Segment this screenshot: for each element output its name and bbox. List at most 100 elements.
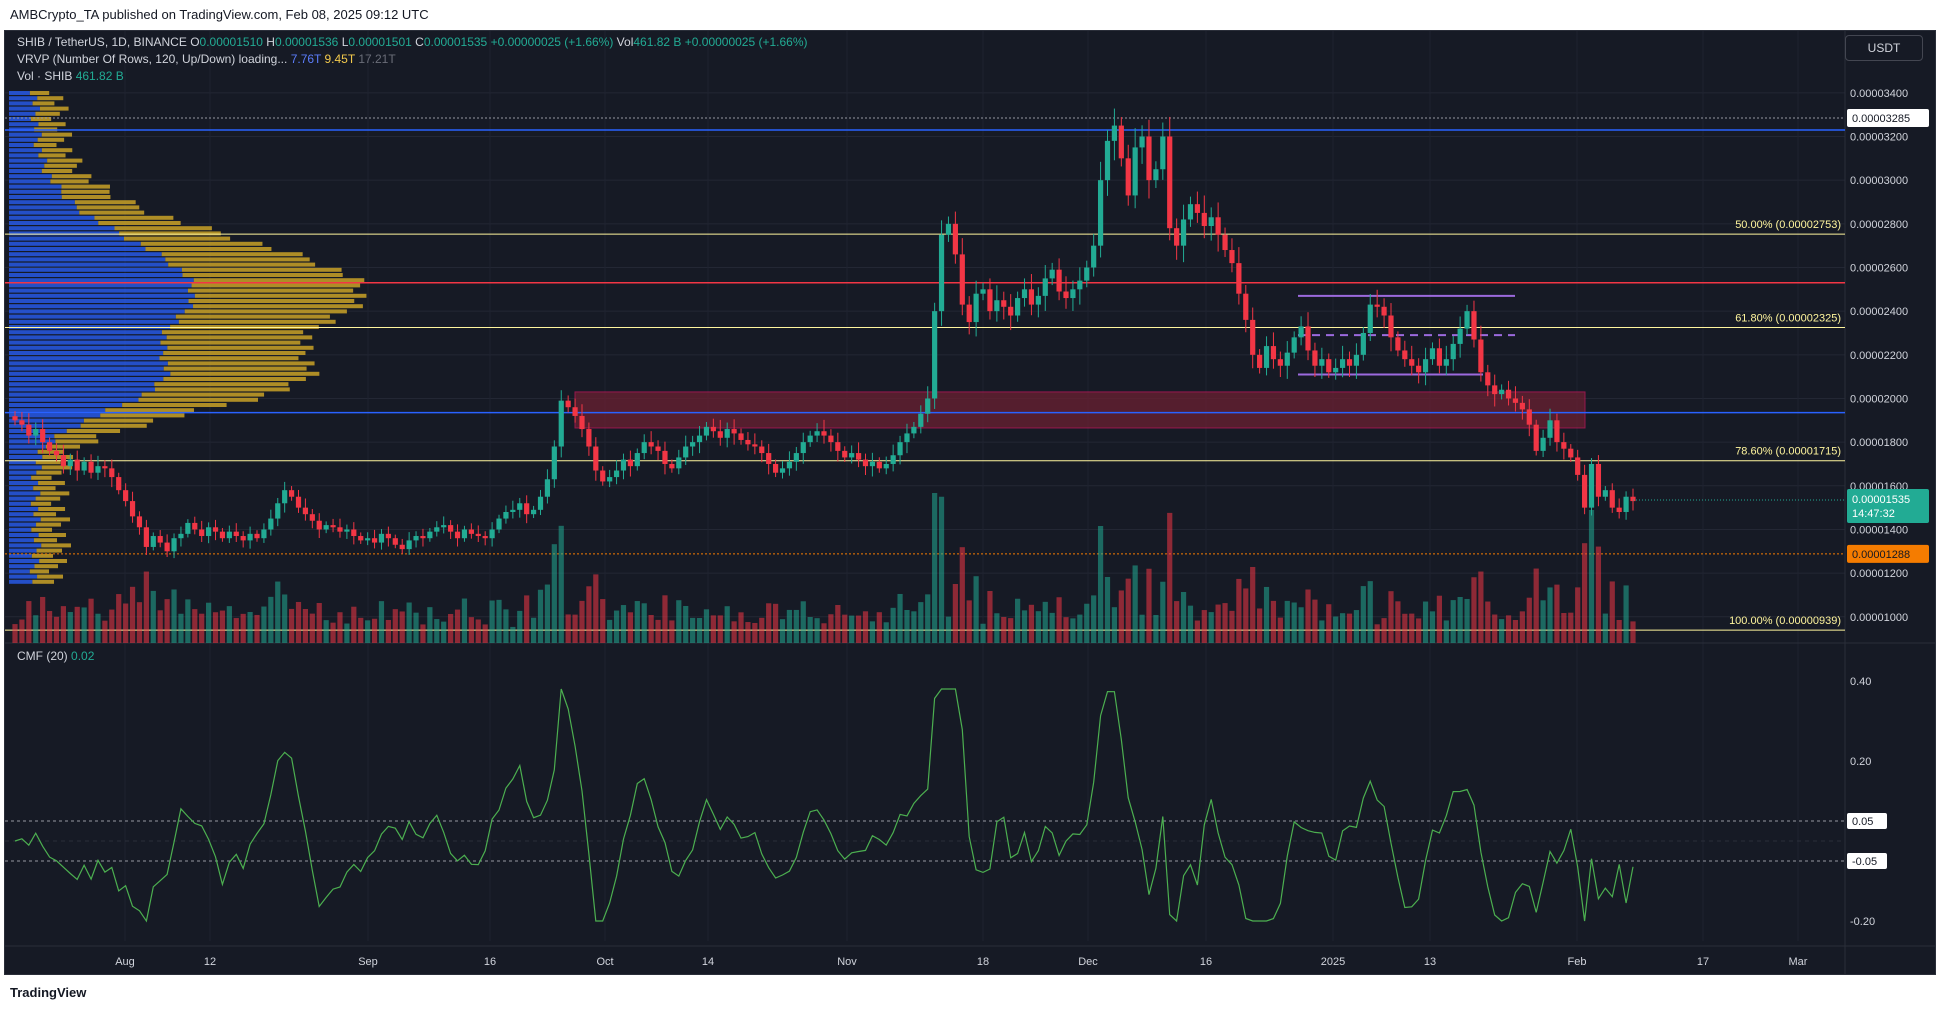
candle-body	[1326, 359, 1332, 373]
candle-body	[849, 453, 855, 458]
vp-down-bar	[30, 117, 52, 121]
volume-bar	[551, 544, 557, 643]
volume-bar	[1035, 611, 1041, 643]
vp-down-bar	[61, 189, 110, 194]
candle-body	[26, 424, 32, 436]
volume-bar	[862, 611, 869, 643]
candle-body	[302, 507, 309, 515]
volume-bar	[855, 615, 862, 643]
candle-body	[413, 536, 419, 541]
vp-up-bar	[9, 491, 41, 496]
candle-body	[883, 463, 889, 469]
candle-body	[254, 533, 260, 539]
volume-bar	[212, 612, 219, 643]
volume-bar	[67, 612, 73, 643]
candle-body	[1201, 212, 1207, 227]
tradingview-logo[interactable]: TradingView	[10, 985, 87, 1000]
candle-body	[206, 527, 212, 537]
candle-body	[371, 538, 378, 543]
price-chart[interactable]: 0.00003400 0.00003200 0.00003000 0.00002800…	[5, 31, 1936, 975]
volume-bar	[1595, 546, 1602, 643]
vp-up-bar	[9, 319, 179, 324]
volume-bar	[1346, 613, 1353, 643]
vol-change: +0.00000025 (+1.66%)	[684, 35, 808, 49]
vp-down-bar	[33, 486, 56, 491]
vp-up-bar	[9, 273, 183, 277]
vp-down-bar	[161, 252, 303, 257]
vp-down-bar	[55, 439, 99, 444]
candle-body	[219, 531, 226, 539]
candle-body	[60, 455, 67, 467]
vp-down-bar	[181, 267, 342, 272]
vp-up-bar	[9, 548, 37, 553]
vp-up-bar	[9, 257, 166, 262]
vp-down-bar	[194, 293, 367, 298]
candle-body	[475, 533, 481, 537]
candle-body	[282, 490, 288, 504]
vp-down-bar	[160, 340, 301, 345]
volume-bar	[925, 594, 931, 643]
change-value: +0.00000025 (+1.66%)	[490, 35, 614, 49]
volume-bar	[1609, 581, 1615, 643]
candle-body	[1291, 337, 1297, 353]
candle-body	[1339, 359, 1346, 368]
vol-series-label[interactable]: Vol · SHIB	[17, 69, 73, 83]
vp-down-bar	[105, 408, 194, 413]
price-tick-label: 0.00002000	[1850, 393, 1908, 405]
volume-bar	[683, 605, 689, 643]
candle-body	[19, 420, 25, 425]
volume-bar	[19, 619, 25, 643]
volume-bar	[1561, 613, 1567, 643]
volume-bar	[821, 623, 827, 643]
candle-body	[1312, 350, 1318, 366]
candle-body	[586, 429, 592, 447]
cmf-label[interactable]: CMF (20)	[17, 649, 68, 663]
volume-bar	[731, 621, 737, 643]
candle-body	[268, 518, 274, 530]
volume-bar	[1436, 595, 1442, 643]
volume-bar	[1160, 581, 1166, 643]
candle-body	[67, 459, 73, 467]
volume-bar	[779, 619, 786, 643]
volume-bar	[1284, 600, 1290, 643]
candle-body	[1243, 293, 1249, 320]
vp-up-bar	[9, 408, 106, 413]
volume-bar	[1139, 614, 1145, 643]
candle-body	[1581, 474, 1588, 508]
volume-bar	[745, 622, 751, 643]
currency-button[interactable]: USDT	[1845, 35, 1923, 61]
volume-bar	[240, 613, 246, 643]
time-tick-label: Oct	[596, 956, 613, 968]
candle-body	[385, 533, 391, 539]
volume-bar	[1028, 604, 1035, 643]
candle-body	[461, 529, 468, 539]
volume-bar	[385, 619, 391, 643]
candle-body	[918, 413, 924, 427]
vp-down-bar	[41, 148, 73, 153]
candle-body	[607, 477, 613, 482]
candle-body	[1070, 289, 1076, 299]
candle-body	[74, 459, 80, 471]
volume-bar	[918, 602, 924, 643]
vrvp-label[interactable]: VRVP (Number Of Rows, 120, Up/Down) load…	[17, 52, 288, 66]
symbol-label[interactable]: SHIB / TetherUS, 1D, BINANCE	[17, 35, 187, 49]
candle-body	[800, 442, 806, 454]
candle-body	[876, 461, 882, 469]
vp-up-bar	[9, 309, 185, 314]
volume-bar	[524, 595, 530, 643]
chart-frame[interactable]: 0.00003400 0.00003200 0.00003000 0.00002800…	[4, 30, 1936, 975]
vp-down-bar	[184, 309, 347, 314]
vp-up-bar	[9, 283, 192, 288]
candle-body	[1222, 234, 1228, 251]
vp-up-bar	[9, 387, 155, 392]
candle-body	[109, 468, 115, 478]
candle-body	[772, 463, 779, 473]
price-tick-label: 0.00002400	[1850, 306, 1908, 318]
vp-up-bar	[9, 444, 46, 449]
vp-down-bar	[38, 481, 65, 485]
vp-down-bar	[36, 470, 62, 475]
price-tick-label: 0.00001000	[1850, 612, 1908, 624]
vp-down-bar	[38, 533, 67, 537]
volume-bar	[1339, 613, 1346, 643]
vp-down-bar	[161, 330, 304, 335]
